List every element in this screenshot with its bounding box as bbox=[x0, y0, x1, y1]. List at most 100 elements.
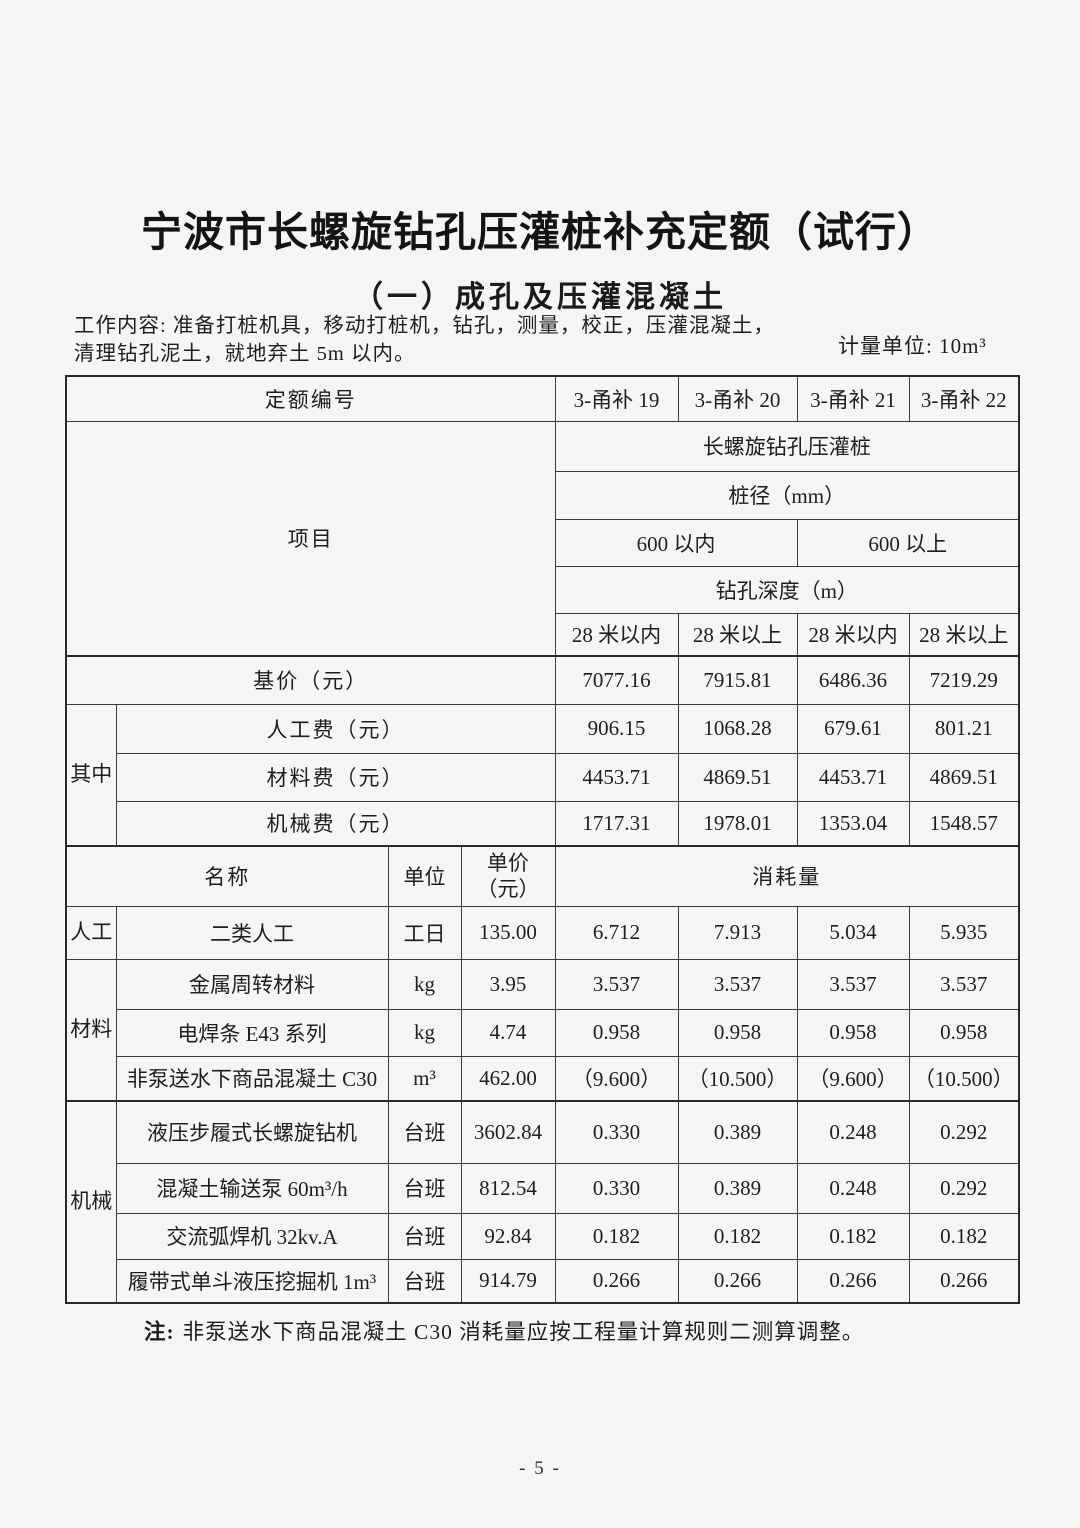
cost-value-cell: 4453.71 bbox=[796, 752, 910, 802]
consumption-cell: 0.266 bbox=[908, 1258, 1020, 1304]
machine-category-label: 机械 bbox=[65, 1100, 117, 1304]
cost-value-cell: 906.15 bbox=[554, 703, 679, 754]
table-row: 名称 单位 单价 （元） 消耗量 bbox=[65, 845, 1020, 907]
consumption-cell: 0.958 bbox=[908, 1008, 1020, 1057]
table-row: 600 以内 600 以上 bbox=[66, 518, 1020, 567]
unit-header-cell: 单位 bbox=[387, 845, 462, 907]
labor-category-label: 人工 bbox=[65, 905, 117, 960]
consumption-cell: 3.537 bbox=[796, 958, 910, 1010]
cost-value-cell: 679.61 bbox=[796, 703, 910, 754]
cost-row-label: 机械费（元） bbox=[115, 800, 556, 847]
consumption-cell: 0.182 bbox=[796, 1212, 910, 1260]
table-row: 人工 二类人工 工日 135.00 6.712 7.913 5.034 5.93… bbox=[65, 905, 1020, 960]
table-row: 材料费（元） 4453.71 4869.51 4453.71 4869.51 bbox=[66, 752, 1020, 802]
table-row: 机械 液压步履式长螺旋钻机 台班 3602.84 0.330 0.389 0.2… bbox=[65, 1100, 1020, 1304]
name-header-cell: 名称 bbox=[65, 845, 389, 907]
cost-value-cell: 801.21 bbox=[908, 703, 1020, 754]
resource-price-cell: 3.95 bbox=[460, 958, 556, 1010]
resource-name-cell: 金属周转材料 bbox=[115, 958, 389, 1010]
quota-no-label: 定额编号 bbox=[65, 375, 556, 422]
consumption-cell: 0.266 bbox=[554, 1258, 679, 1304]
page-number: - 5 - bbox=[519, 1458, 561, 1479]
consumption-cell: 0.330 bbox=[554, 1100, 679, 1164]
diameter-cell: 600 以上 bbox=[796, 518, 1020, 567]
quota-table: 定额编号 3-甬补 19 3-甬补 20 3-甬补 21 3-甬补 22 项目 … bbox=[65, 375, 1020, 1304]
consumption-cell: 0.182 bbox=[677, 1212, 798, 1260]
resource-unit-cell: kg bbox=[387, 1008, 462, 1057]
consumption-cell: 0.958 bbox=[796, 1008, 910, 1057]
document-title: 宁波市长螺旋钻孔压灌桩补充定额（试行） bbox=[141, 209, 939, 255]
consumption-cell: 3.537 bbox=[908, 958, 1020, 1010]
table-row: 其中 人工费（元） 906.15 1068.28 679.61 801.21 bbox=[65, 703, 1020, 847]
resource-unit-cell: kg bbox=[387, 958, 462, 1010]
resource-unit-cell: 台班 bbox=[387, 1212, 462, 1260]
table-row: 项目 长螺旋钻孔压灌桩 bbox=[65, 420, 1020, 657]
table-row: 机械费（元） 1717.31 1978.01 1353.04 1548.57 bbox=[66, 800, 1020, 847]
work-content-line1: 工作内容: 准备打桩机具，移动打桩机，钻孔，测量，校正，压灌混凝土， bbox=[74, 315, 775, 337]
consumption-cell: （9.600） bbox=[796, 1055, 910, 1102]
diameter-cell: 600 以内 bbox=[554, 518, 798, 567]
consumption-cell: （10.500） bbox=[677, 1055, 798, 1102]
depth-cell: 28 米以内 bbox=[796, 612, 910, 657]
consumption-cell: 0.330 bbox=[554, 1162, 679, 1214]
consumption-cell: 0.266 bbox=[677, 1258, 798, 1304]
footnote-text: 非泵送水下商品混凝土 C30 消耗量应按工程量计算规则二测算调整。 bbox=[182, 1320, 865, 1344]
resource-name-cell: 混凝土输送泵 60m³/h bbox=[115, 1162, 389, 1214]
depth-cell: 28 米以上 bbox=[908, 612, 1020, 657]
resource-name-cell: 履带式单斗液压挖掘机 1m³ bbox=[115, 1258, 389, 1304]
work-content-line2: 清理钻孔泥土，就地弃土 5m 以内。 bbox=[74, 343, 416, 365]
consumption-cell: 0.182 bbox=[908, 1212, 1020, 1260]
base-price-label: 基价（元） bbox=[65, 655, 556, 705]
consumption-cell: 3.537 bbox=[554, 958, 679, 1010]
table-row: 履带式单斗液压挖掘机 1m³ 台班 914.79 0.266 0.266 0.2… bbox=[66, 1258, 1020, 1304]
table-row: 桩径（mm） bbox=[66, 470, 1020, 520]
base-price-cell: 7077.16 bbox=[554, 655, 679, 705]
cost-value-cell: 4869.51 bbox=[677, 752, 798, 802]
item-label: 项目 bbox=[65, 420, 556, 657]
resource-name-cell: 交流弧焊机 32kv.A bbox=[115, 1212, 389, 1260]
consumption-cell: 0.292 bbox=[908, 1162, 1020, 1214]
consumption-cell: 5.034 bbox=[796, 905, 910, 960]
consumption-cell: （10.500） bbox=[908, 1055, 1020, 1102]
consumption-cell: 6.712 bbox=[554, 905, 679, 960]
cost-row-label: 材料费（元） bbox=[115, 752, 556, 802]
among-category-label: 其中 bbox=[65, 703, 117, 847]
table-row: 交流弧焊机 32kv.A 台班 92.84 0.182 0.182 0.182 … bbox=[66, 1212, 1020, 1260]
consumption-cell: 5.935 bbox=[908, 905, 1020, 960]
cost-value-cell: 1717.31 bbox=[554, 800, 679, 847]
footnote-label: 注: bbox=[144, 1320, 175, 1344]
consumption-cell: 7.913 bbox=[677, 905, 798, 960]
work-content: 工作内容: 准备打桩机具，移动打桩机，钻孔，测量，校正，压灌混凝土， 清理钻孔泥… bbox=[74, 312, 794, 368]
section-subtitle: （一）成孔及压灌混凝土 bbox=[353, 281, 727, 314]
resource-price-cell: 914.79 bbox=[460, 1258, 556, 1304]
consumption-header-cell: 消耗量 bbox=[554, 845, 1020, 907]
resource-unit-cell: m³ bbox=[387, 1055, 462, 1102]
table-row: 材料 金属周转材料 kg 3.95 3.537 3.537 3.537 3.53… bbox=[65, 958, 1020, 1102]
consumption-cell: 0.292 bbox=[908, 1100, 1020, 1164]
cost-value-cell: 1068.28 bbox=[677, 703, 798, 754]
depth-cell: 28 米以内 bbox=[554, 612, 679, 657]
measure-unit: 计量单位: 10m³ bbox=[838, 334, 987, 358]
resource-price-cell: 3602.84 bbox=[460, 1100, 556, 1164]
depth-label-cell: 钻孔深度（m） bbox=[554, 565, 1020, 614]
material-category-label: 材料 bbox=[65, 958, 117, 1102]
table-row: 基价（元） 7077.16 7915.81 6486.36 7219.29 bbox=[65, 655, 1020, 705]
base-price-cell: 7219.29 bbox=[908, 655, 1020, 705]
consumption-cell: 0.248 bbox=[796, 1100, 910, 1164]
quota-no-cell: 3-甬补 20 bbox=[677, 375, 798, 422]
resource-name-cell: 二类人工 bbox=[115, 905, 389, 960]
price-header-line1: 单价 bbox=[487, 851, 529, 875]
table-row: 电焊条 E43 系列 kg 4.74 0.958 0.958 0.958 0.9… bbox=[66, 1008, 1020, 1057]
base-price-cell: 6486.36 bbox=[796, 655, 910, 705]
consumption-cell: 0.389 bbox=[677, 1100, 798, 1164]
consumption-cell: （9.600） bbox=[554, 1055, 679, 1102]
quota-no-cell: 3-甬补 21 bbox=[796, 375, 910, 422]
quota-no-cell: 3-甬补 22 bbox=[908, 375, 1020, 422]
footnote: 注: 非泵送水下商品混凝土 C30 消耗量应按工程量计算规则二测算调整。 bbox=[144, 1315, 864, 1346]
consumption-cell: 0.182 bbox=[554, 1212, 679, 1260]
price-header-cell: 单价 （元） bbox=[460, 845, 556, 907]
cost-value-cell: 1353.04 bbox=[796, 800, 910, 847]
cost-value-cell: 1978.01 bbox=[677, 800, 798, 847]
resource-price-cell: 92.84 bbox=[460, 1212, 556, 1260]
